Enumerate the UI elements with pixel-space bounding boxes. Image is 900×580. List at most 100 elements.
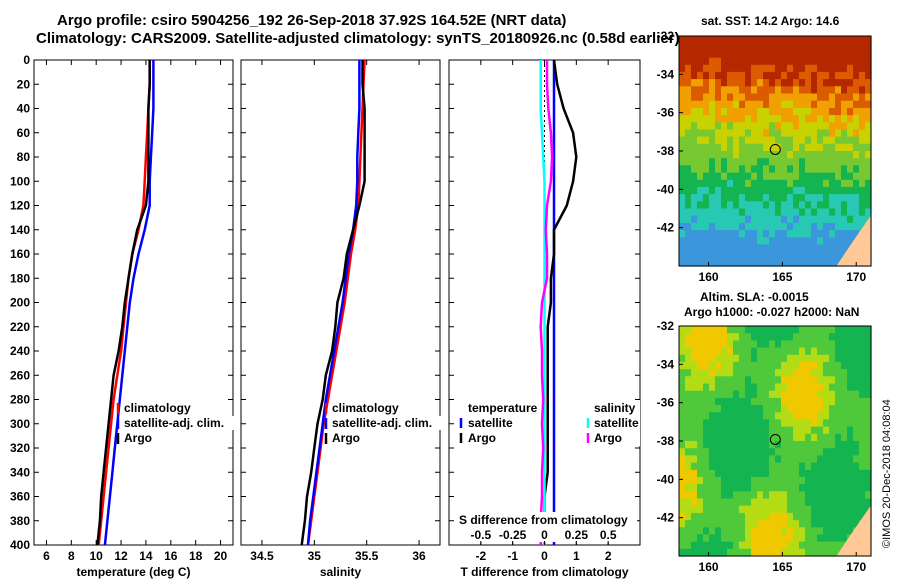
map-cell	[685, 100, 692, 109]
map-cell	[739, 534, 746, 543]
map-cell	[757, 354, 764, 363]
map-cell	[817, 50, 824, 59]
map-cell	[847, 476, 854, 485]
map-cell	[799, 369, 806, 377]
map-cell	[751, 50, 758, 59]
map-cell	[727, 201, 734, 210]
map-cell	[817, 505, 824, 514]
map-cell	[859, 505, 866, 514]
map-cell	[733, 326, 740, 334]
map-cell	[847, 129, 854, 138]
map-cell	[799, 469, 806, 478]
map-cell	[697, 251, 704, 260]
map-cell	[691, 476, 698, 485]
map-cell	[679, 36, 686, 44]
map-cell	[847, 462, 854, 471]
map-cell	[679, 397, 686, 406]
map-cell	[817, 340, 824, 349]
map-cell	[841, 43, 848, 51]
legend-bg	[330, 401, 403, 415]
map-cell	[709, 172, 716, 181]
map-cell	[865, 93, 872, 102]
map-cell	[709, 50, 716, 59]
map-cell	[763, 201, 770, 210]
map-cell	[763, 455, 770, 464]
map-cell	[769, 208, 776, 217]
map-cell	[793, 455, 800, 464]
map-cell	[697, 230, 704, 238]
map-cell	[751, 222, 758, 231]
map-cell	[757, 498, 764, 507]
map-cell	[685, 64, 692, 73]
x-tick-label: 16	[164, 549, 178, 563]
map-cell	[691, 165, 698, 174]
map-cell	[685, 179, 692, 188]
upper-tick-label: -0.25	[499, 528, 527, 542]
map-cell	[799, 476, 806, 485]
map-cell	[805, 251, 812, 260]
map-cell	[859, 512, 866, 521]
map-cell	[817, 201, 824, 210]
map-cell	[865, 201, 872, 210]
map-cell	[685, 79, 692, 87]
map-cell	[763, 376, 770, 385]
map-cell	[703, 179, 710, 188]
map-cell	[859, 347, 866, 356]
map-cell	[697, 455, 704, 464]
map-cell	[799, 115, 806, 123]
map-cell	[763, 93, 770, 102]
map-cell	[757, 86, 764, 95]
map-cell	[757, 230, 764, 238]
map-cell	[841, 498, 848, 507]
map-cell	[841, 136, 848, 145]
map-cell	[781, 172, 788, 181]
map-cell	[757, 361, 764, 370]
map-cell	[763, 136, 770, 145]
map-cell	[769, 426, 776, 435]
map-cell	[715, 512, 722, 521]
map-cell	[799, 79, 806, 87]
map-cell	[739, 50, 746, 59]
map-cell	[721, 64, 728, 73]
map-cell	[829, 186, 836, 195]
map-cell	[805, 258, 812, 267]
map-cell	[739, 71, 746, 80]
map-cell	[769, 354, 776, 363]
map-cell	[763, 405, 770, 413]
map-cell	[829, 50, 836, 59]
map-cell	[691, 222, 698, 231]
map-cell	[769, 172, 776, 181]
map-cell	[691, 251, 698, 260]
map-cell	[835, 43, 842, 51]
map-cell	[697, 390, 704, 399]
map-cell	[745, 172, 752, 181]
map-cell	[745, 237, 752, 246]
map-cell	[679, 512, 686, 521]
map-cell	[721, 86, 728, 95]
map-cell	[757, 186, 764, 195]
map-cell	[739, 376, 746, 385]
map-cell	[715, 534, 722, 543]
map-cell	[781, 548, 788, 557]
map-cell	[739, 201, 746, 210]
map-cell	[703, 194, 710, 202]
map-cell	[739, 326, 746, 334]
map-cell	[853, 333, 860, 341]
map-cell	[691, 86, 698, 95]
y-tick-label: -36	[657, 396, 675, 410]
map-cell	[685, 136, 692, 145]
map-cell	[811, 512, 818, 521]
map-cell	[817, 64, 824, 73]
map-cell	[751, 43, 758, 51]
map-cell	[811, 122, 818, 131]
map-cell	[835, 36, 842, 44]
map-cell	[775, 179, 782, 188]
map-cell	[853, 151, 860, 159]
map-cell	[805, 405, 812, 413]
map-cell	[751, 512, 758, 521]
map-cell	[691, 376, 698, 385]
map-cell	[709, 244, 716, 253]
map-cell	[799, 93, 806, 102]
map-cell	[853, 222, 860, 231]
map-cell	[853, 93, 860, 102]
